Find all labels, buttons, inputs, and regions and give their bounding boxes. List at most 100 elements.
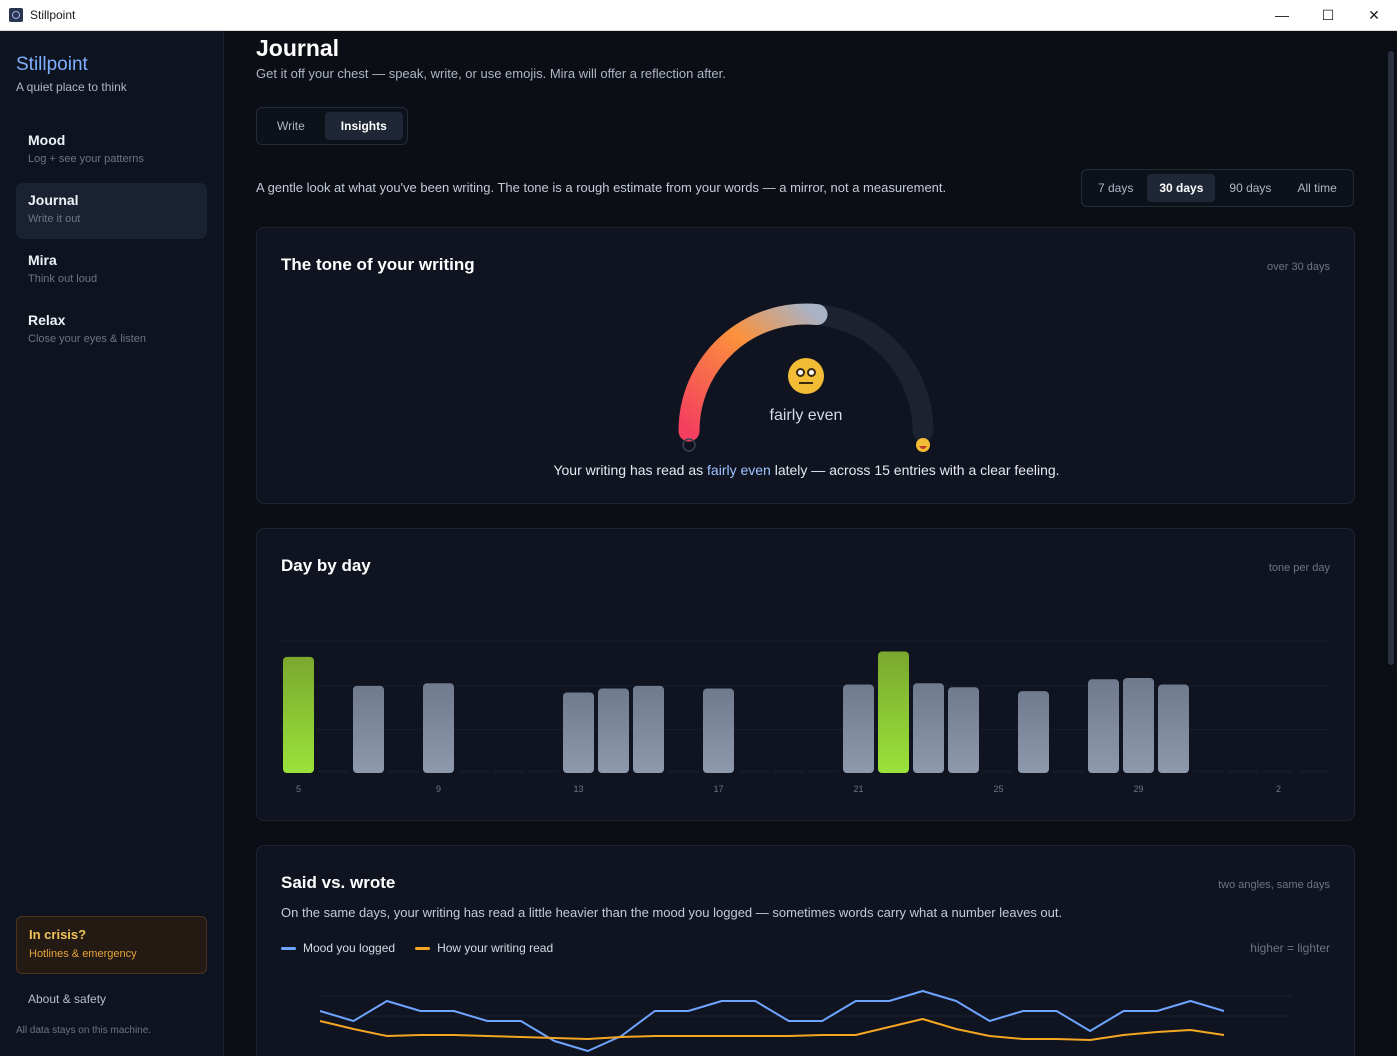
day-bar-empty	[1263, 770, 1294, 773]
legend-item-writing: How your writing read	[415, 941, 553, 955]
sidebar-item-mood[interactable]: Mood Log + see your patterns	[16, 123, 207, 179]
day-by-day-title: Day by day	[281, 556, 371, 575]
insights-intro: A gentle look at what you've been writin…	[256, 180, 947, 195]
page-title: Journal	[256, 35, 340, 61]
sad-face-icon	[682, 438, 696, 452]
maximize-button[interactable]: ☐	[1321, 6, 1335, 23]
crisis-button[interactable]: In crisis? Hotlines & emergency	[16, 916, 207, 974]
day-tick-label: 29	[1133, 784, 1143, 794]
day-bar[interactable]	[1123, 677, 1154, 773]
day-tick-label: 13	[573, 784, 583, 794]
day-bar[interactable]	[423, 683, 454, 773]
about-safety-link[interactable]: About & safety	[28, 992, 107, 1006]
sidebar-item-relax[interactable]: Relax Close your eyes & listen	[16, 303, 207, 359]
tab-insights[interactable]: Insights	[324, 112, 403, 140]
day-bar-empty	[493, 770, 524, 773]
crisis-sub: Hotlines & emergency	[29, 948, 137, 960]
sidebar-item-sub: Log + see your patterns	[28, 153, 144, 165]
day-bar[interactable]	[843, 684, 874, 773]
tone-card: The tone of your writing over 30 days fa…	[256, 227, 1355, 504]
day-bar[interactable]	[703, 688, 734, 773]
day-bar-empty	[318, 770, 349, 773]
main-content: Journal Get it off your chest — speak, w…	[224, 31, 1385, 1056]
sidebar-item-label: Mood	[28, 132, 66, 148]
said-vs-wrote-meta: two angles, same days	[1218, 879, 1330, 891]
title-bar: Stillpoint — ☐ ✕	[0, 0, 1397, 31]
range-7-days[interactable]: 7 days	[1098, 181, 1134, 195]
sidebar-item-label: Relax	[28, 312, 66, 328]
day-bar-empty	[528, 770, 559, 773]
range-all-time[interactable]: All time	[1297, 181, 1337, 195]
day-bar[interactable]	[563, 692, 594, 773]
day-bar[interactable]	[1088, 679, 1119, 773]
said-vs-wrote-chart	[319, 990, 1292, 1052]
window-title: Stillpoint	[30, 8, 76, 22]
day-bar[interactable]	[1018, 691, 1049, 773]
day-by-day-chart: 5 9 13 17 21 25 29 2	[281, 640, 1331, 794]
tone-word: fairly even	[769, 407, 843, 424]
said-vs-wrote-legend: Mood you logged How your writing read	[281, 941, 553, 955]
range-30-days[interactable]: 30 days	[1147, 174, 1216, 202]
range-90-days[interactable]: 90 days	[1229, 181, 1272, 195]
main-scrollbar[interactable]	[1385, 31, 1397, 1056]
sidebar-item-journal[interactable]: Journal Write it out	[16, 183, 207, 239]
tone-summary-pre: Your writing has read as	[553, 462, 708, 478]
day-bar-empty	[1053, 770, 1084, 773]
day-bar-empty	[1228, 770, 1259, 773]
journal-tabs: Write Insights	[256, 107, 408, 145]
day-tick-label: 17	[713, 784, 723, 794]
day-bar-empty	[773, 770, 804, 773]
tab-write[interactable]: Write	[277, 119, 305, 133]
happy-face-icon	[916, 438, 930, 452]
day-by-day-card: Day by day tone per day 5 9 13 17 21 25 29 2	[256, 528, 1355, 821]
crisis-title: In crisis?	[29, 927, 87, 942]
day-bar[interactable]	[1158, 684, 1189, 773]
tone-meta: over 30 days	[1267, 261, 1330, 273]
tone-summary-post: lately — across 15 entries with a clear …	[770, 462, 1060, 478]
legend-label-mood: Mood you logged	[303, 941, 396, 955]
said-vs-wrote-card: Said vs. wrote two angles, same days On …	[256, 845, 1355, 1056]
day-bar[interactable]	[913, 683, 944, 773]
said-vs-wrote-desc: On the same days, your writing has read …	[281, 905, 1063, 920]
day-bar-empty	[1298, 770, 1329, 773]
legend-label-writing: How your writing read	[437, 941, 554, 955]
day-bar[interactable]	[878, 651, 909, 773]
mood-line	[319, 990, 1225, 1052]
scrollbar-thumb[interactable]	[1388, 51, 1394, 665]
tone-summary: Your writing has read as fairly even lat…	[257, 462, 1356, 478]
sidebar-item-label: Mira	[28, 252, 57, 268]
day-bar-empty	[1193, 770, 1224, 773]
day-tick-label: 2	[1276, 784, 1281, 794]
day-bar[interactable]	[598, 688, 629, 773]
minimize-button[interactable]: —	[1275, 7, 1289, 23]
brand: Stillpoint A quiet place to think	[16, 54, 127, 94]
day-bar[interactable]	[353, 685, 384, 773]
sidebar-nav: Mood Log + see your patterns Journal Wri…	[16, 123, 207, 363]
day-bar-empty	[738, 770, 769, 773]
close-button[interactable]: ✕	[1368, 6, 1380, 23]
day-bar-empty	[808, 770, 839, 773]
day-tick-label: 9	[436, 784, 441, 794]
window-controls: — ☐ ✕	[1259, 0, 1397, 30]
legend-item-mood: Mood you logged	[281, 941, 395, 955]
day-bar-empty	[388, 770, 419, 773]
day-bar[interactable]	[283, 656, 314, 773]
sidebar-item-sub: Think out loud	[28, 273, 98, 285]
day-bar[interactable]	[633, 685, 664, 773]
legend-swatch-mood	[281, 946, 296, 950]
tone-summary-highlight: fairly even	[707, 462, 771, 478]
brand-name: Stillpoint	[16, 54, 88, 75]
brand-tagline: A quiet place to think	[16, 80, 127, 94]
day-bar[interactable]	[948, 687, 979, 773]
range-selector: 7 days 30 days 90 days All time	[1081, 169, 1354, 207]
sidebar-item-mira[interactable]: Mira Think out loud	[16, 243, 207, 299]
day-bar-empty	[458, 770, 489, 773]
day-bar-empty	[983, 770, 1014, 773]
day-by-day-meta: tone per day	[1268, 562, 1330, 574]
legend-swatch-writing	[415, 946, 431, 950]
neutral-face-icon	[788, 358, 824, 394]
sidebar-item-label: Journal	[28, 192, 79, 208]
day-tick-label: 21	[853, 784, 863, 794]
page-subtitle: Get it off your chest — speak, write, or…	[256, 66, 726, 81]
gauge-fill	[678, 303, 828, 442]
